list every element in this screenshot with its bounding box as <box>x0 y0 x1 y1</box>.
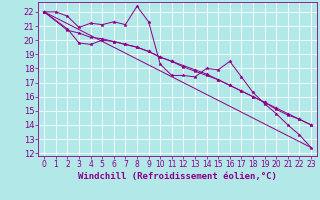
X-axis label: Windchill (Refroidissement éolien,°C): Windchill (Refroidissement éolien,°C) <box>78 172 277 181</box>
